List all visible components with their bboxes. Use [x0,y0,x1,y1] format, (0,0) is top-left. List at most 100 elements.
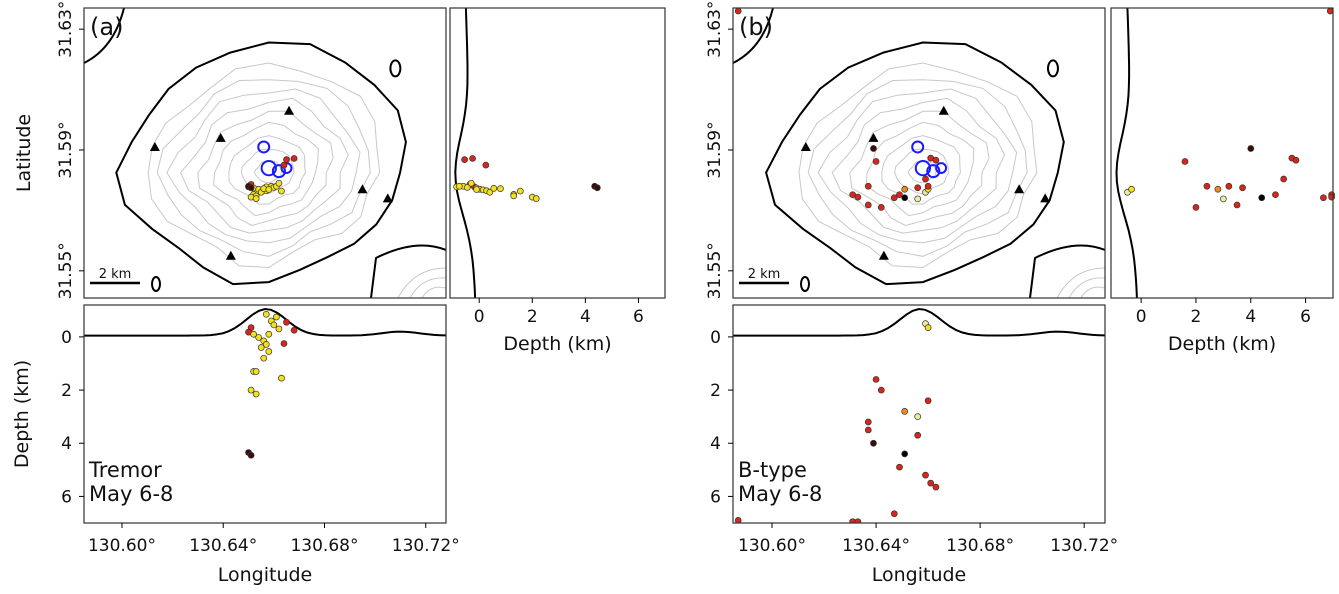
y-axis-label: Latitude [13,114,35,192]
section-event-point [250,330,257,338]
event-annotation: May 6-8 [738,482,822,506]
x-tick-label: 4 [1245,307,1256,327]
section-event-point [280,340,288,347]
section-event-point [922,471,929,479]
contour-line [881,135,961,205]
map-event-point [901,185,909,193]
section-event-point [734,516,742,523]
section-event-point [265,348,273,355]
circle-icon [257,140,271,154]
islet [389,59,402,78]
triangle-icon [1040,193,1051,203]
map-event-point [877,204,885,211]
triangle-icon [382,193,393,203]
coastline [1029,244,1105,298]
depth-event-point [490,184,498,192]
circle-icon [271,164,286,179]
contour-line [865,121,975,217]
scale-bar: 2 km [90,267,140,285]
map-event-point [283,156,290,163]
triangle-icon [868,132,879,142]
topography-profile [454,7,477,299]
x-tick-label: 130.72° [392,536,460,556]
depth-event-point [1203,182,1211,190]
x-tick-label: 130.68° [946,536,1014,556]
y-tick-label: 31.59° [705,121,725,178]
y-tick-label: 4 [710,434,721,454]
depth-event-point [1233,201,1241,209]
contour-line [817,88,1018,244]
x-tick-label: 2 [1191,307,1202,327]
depth-event-point [1214,185,1222,193]
section-event-point [870,439,877,447]
islet [800,276,810,292]
x-tick-label: 0 [474,307,485,327]
topography-profile [84,307,446,337]
y-tick-label: 31.59° [56,121,76,178]
depth-event-point [1181,158,1189,165]
coastline [84,8,125,64]
triangle-icon [357,184,368,194]
contour-line [1068,277,1105,298]
depth-event-point [1220,195,1227,203]
contour-line [180,97,349,234]
contour-line [197,110,334,227]
section-event-point [927,479,935,487]
triangle-icon [284,105,295,115]
section-event-point [864,426,872,434]
y-tick-label: 6 [61,487,72,507]
side-frame [1110,7,1334,299]
contour-line [907,160,937,184]
map-frame [732,7,1106,299]
y-tick-label: 31.63° [705,1,725,58]
triangle-icon [800,141,811,151]
map-area [733,8,1105,298]
topography-profile [1115,7,1138,299]
depth-event-point [1328,193,1335,201]
section-event-point [924,397,932,405]
coastline [765,41,1065,286]
event-annotation: Tremor [88,458,162,482]
section-event-point [896,463,903,471]
section-event-point [265,330,273,338]
map-frame [83,7,447,299]
x-axis-label: Longitude [872,564,967,586]
depth-side-panel: 0 2 4 6 Depth (km) [1110,7,1335,355]
section-event-point [914,413,922,421]
section-event-point [864,418,872,426]
contour-line [213,121,319,217]
x-tick-label: 6 [633,307,644,327]
contour-line [421,286,446,298]
section-event-point [890,510,898,518]
section-event-point [877,386,885,394]
y-tick-label: 31.55° [56,242,76,299]
depth-event-point [1258,194,1266,202]
map-event-point [872,158,880,165]
contour-line [253,160,283,184]
y-tick-label: 31.63° [56,1,76,58]
circle-icon [935,162,948,175]
section-event-point [290,326,298,334]
scale-bar-label: 2 km [748,267,781,282]
coastline [370,244,446,298]
map-event-point [252,195,260,202]
map-area [84,8,446,298]
map-event-point [247,184,255,192]
triangle-icon [878,250,889,260]
map-event-point [275,179,283,187]
side-frame [449,7,666,299]
depth-event-point [593,184,601,192]
section-event-point [275,325,283,333]
depth-event-point [1320,194,1327,202]
contour-line [228,135,306,205]
map-event-point [914,195,922,203]
depth-event-point [455,182,463,190]
map-event-point [914,184,922,192]
contour-line [849,110,990,227]
y-tick-label: 2 [710,381,721,401]
scale-bar: 2 km [739,267,789,285]
depth-event-point [1272,191,1279,199]
map-event-point [265,186,273,193]
bottom-frame [83,304,447,524]
